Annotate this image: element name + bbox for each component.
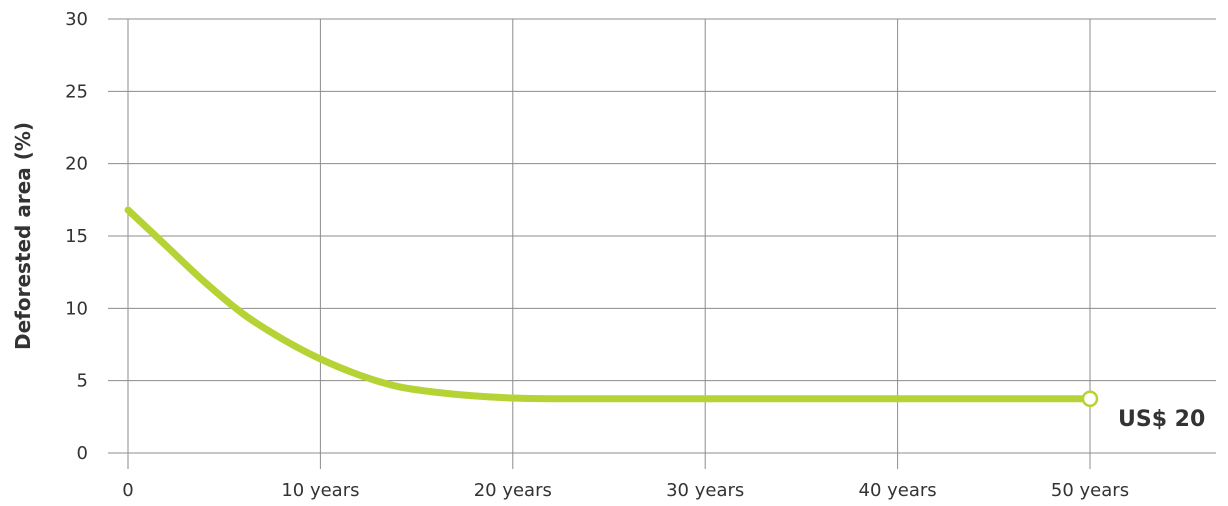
y-tick-label: 30 bbox=[65, 9, 88, 30]
y-tick-label: 20 bbox=[65, 154, 88, 175]
y-axis-title: Deforested area (%) bbox=[11, 122, 35, 350]
x-tick-label: 20 years bbox=[474, 480, 552, 501]
series-line bbox=[124, 206, 1094, 403]
x-axis-ticks: 0 10 years 20 years 30 years 40 years 50 year… bbox=[122, 480, 1129, 501]
y-tick-label: 0 bbox=[77, 443, 88, 464]
y-axis-ticks: 0 5 10 15 20 25 30 bbox=[65, 9, 88, 464]
end-point-marker bbox=[1081, 390, 1099, 407]
x-tick-label: 0 bbox=[122, 480, 133, 501]
series bbox=[124, 206, 1099, 407]
x-tick-label: 50 years bbox=[1051, 480, 1129, 501]
y-tick-label: 5 bbox=[77, 371, 88, 392]
x-tick-label: 40 years bbox=[859, 480, 937, 501]
x-tick-label: 30 years bbox=[666, 480, 744, 501]
end-point-label: US$ 20 bbox=[1118, 407, 1205, 432]
y-tick-label: 25 bbox=[65, 81, 88, 102]
x-tick-label: 10 years bbox=[281, 480, 359, 501]
y-tick-label: 10 bbox=[65, 298, 88, 319]
y-tick-label: 15 bbox=[65, 226, 88, 247]
